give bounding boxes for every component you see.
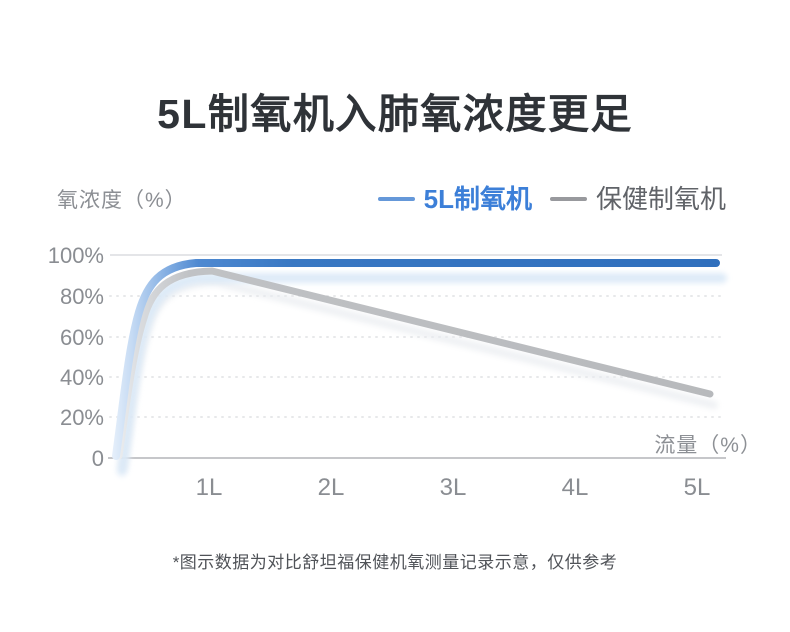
y-tick-0: 0 xyxy=(92,446,104,471)
y-axis-title: 氧浓度（%） xyxy=(57,189,187,212)
legend-label-5l-machine: 5L制氧机 xyxy=(423,184,532,214)
y-axis-ticks: 100% 80% 60% 40% 20% 0 xyxy=(48,243,104,471)
legend-item-health-machine: 保健制氧机 xyxy=(549,184,726,214)
legend-item-5l-machine: 5L制氧机 xyxy=(377,184,532,214)
x-tick-2l: 2L xyxy=(318,474,345,501)
legend-line-gray-icon xyxy=(549,197,587,201)
y-tick-20: 20% xyxy=(60,405,104,430)
y-tick-60: 60% xyxy=(60,325,104,350)
y-tick-40: 40% xyxy=(60,365,104,390)
series-glow-5l-machine xyxy=(117,273,727,476)
legend-label-health-machine: 保健制氧机 xyxy=(595,184,726,214)
series-line-health-machine xyxy=(115,267,714,460)
chart-canvas: 100% 80% 60% 40% 20% 0 1L 2L 3L 4L 5L 流量… xyxy=(48,243,762,501)
gridlines xyxy=(108,254,726,459)
y-tick-100: 100% xyxy=(48,243,104,268)
x-tick-5l: 5L xyxy=(684,474,711,501)
chart-title: 5L制氧机入肺氧浓度更足 xyxy=(157,91,633,137)
legend-line-blue-icon xyxy=(377,197,415,201)
series-line-5l-machine xyxy=(112,259,720,460)
x-tick-1l: 1L xyxy=(196,474,223,501)
footnote: *图示数据为对比舒坦福保健机氧测量记录示意，仅供参考 xyxy=(172,553,618,572)
y-tick-80: 80% xyxy=(60,284,104,309)
x-tick-4l: 4L xyxy=(562,474,589,501)
x-tick-3l: 3L xyxy=(440,474,467,501)
chart-header: 氧浓度（%） 5L制氧机 保健制氧机 xyxy=(57,184,726,214)
x-axis-ticks: 1L 2L 3L 4L 5L xyxy=(196,474,711,501)
legend: 5L制氧机 保健制氧机 xyxy=(377,184,726,214)
x-axis-title: 流量（%） xyxy=(654,434,762,457)
